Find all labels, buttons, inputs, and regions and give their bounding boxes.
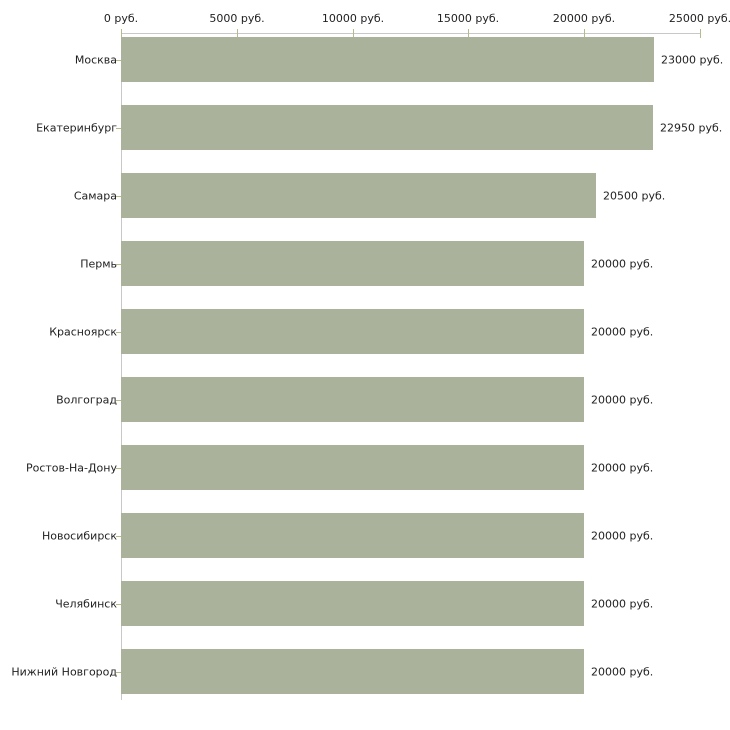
value-label: 20000 руб. [591, 665, 654, 679]
value-label: 20000 руб. [591, 529, 654, 543]
x-axis-tick-label: 5000 руб. [209, 12, 265, 25]
category-label: Красноярск [49, 325, 117, 339]
category-tick-mark [116, 672, 121, 673]
x-axis-tick-mark [468, 29, 469, 38]
value-label: 20000 руб. [591, 597, 654, 611]
category-label: Екатеринбург [36, 121, 117, 135]
bar [121, 37, 654, 82]
bar [121, 581, 584, 626]
category-tick-mark [116, 264, 121, 265]
value-label: 23000 руб. [661, 53, 724, 67]
x-axis-line [121, 33, 701, 34]
y-axis-line [121, 33, 122, 700]
x-axis-tick-label: 10000 руб. [321, 12, 385, 25]
category-label: Самара [73, 189, 117, 203]
value-label: 20000 руб. [591, 257, 654, 271]
category-label: Челябинск [55, 597, 117, 611]
x-axis-tick-mark [700, 29, 701, 38]
x-axis-tick-mark [121, 29, 122, 38]
bar [121, 241, 584, 286]
category-label: Пермь [80, 257, 117, 271]
bar [121, 173, 596, 218]
x-axis-tick-mark [584, 29, 585, 38]
bar [121, 105, 653, 150]
category-label: Волгоград [56, 393, 117, 407]
value-label: 20000 руб. [591, 325, 654, 339]
value-label: 20000 руб. [591, 393, 654, 407]
category-tick-mark [116, 332, 121, 333]
category-tick-mark [116, 604, 121, 605]
value-label: 20000 руб. [591, 461, 654, 475]
x-axis-tick-mark [353, 29, 354, 38]
category-tick-mark [116, 196, 121, 197]
category-label: Новосибирск [41, 529, 117, 543]
x-axis-tick-label: 20000 руб. [552, 12, 616, 25]
category-tick-mark [116, 536, 121, 537]
category-tick-mark [116, 128, 121, 129]
value-label: 22950 руб. [660, 121, 723, 135]
category-label: Нижний Новгород [11, 665, 117, 679]
bar [121, 513, 584, 558]
bar [121, 377, 584, 422]
category-label: Москва [74, 53, 117, 67]
bar [121, 309, 584, 354]
category-tick-mark [116, 60, 121, 61]
x-axis-tick-label: 0 руб. [103, 12, 139, 25]
x-axis-tick-mark [237, 29, 238, 38]
category-tick-mark [116, 400, 121, 401]
bar [121, 649, 584, 694]
x-axis-tick-label: 25000 руб. [668, 12, 730, 25]
bar [121, 445, 584, 490]
value-label: 20500 руб. [603, 189, 666, 203]
category-label: Ростов-На-Дону [25, 461, 117, 475]
x-axis-tick-label: 15000 руб. [436, 12, 500, 25]
category-tick-mark [116, 468, 121, 469]
